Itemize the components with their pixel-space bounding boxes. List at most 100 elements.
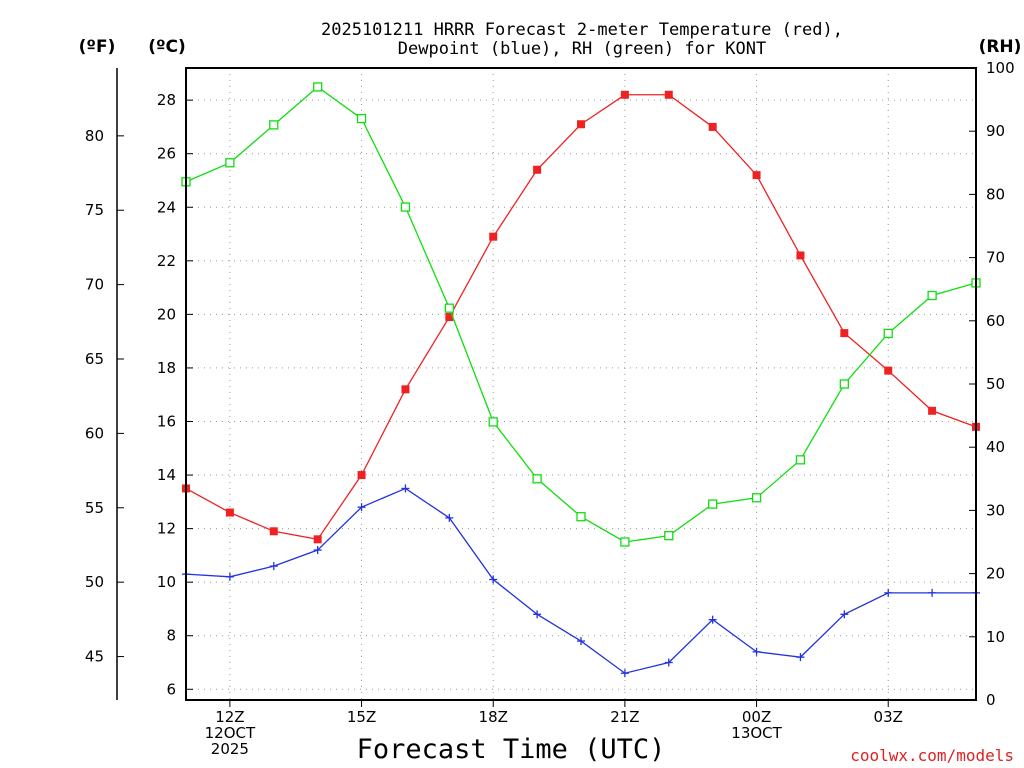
plot-frame — [185, 67, 977, 701]
credit-link[interactable]: coolwx.com/models — [850, 746, 1014, 765]
celsius-tick-label: 8 — [166, 627, 176, 645]
dewpoint-point — [620, 669, 629, 678]
dewpoint-point — [840, 610, 849, 619]
rh-tick-label: 30 — [986, 501, 1005, 519]
temperature-point — [884, 366, 893, 375]
rh-tick-label: 40 — [986, 438, 1005, 456]
temperature-point — [357, 471, 366, 480]
dewpoint-point — [708, 615, 717, 624]
temperature-point — [489, 232, 498, 241]
rh-tick-label: 80 — [986, 185, 1005, 203]
celsius-tick-label: 20 — [157, 305, 176, 323]
celsius-tick-label: 18 — [157, 359, 176, 377]
dewpoint-point — [752, 647, 761, 656]
rh-tick-label: 70 — [986, 249, 1005, 267]
temperature-point — [620, 90, 629, 99]
rh-tick-label: 100 — [986, 59, 1015, 77]
celsius-tick-label: 6 — [166, 680, 176, 698]
rh-point — [620, 537, 630, 547]
x-tick-label: 21Z — [610, 708, 639, 726]
celsius-tick-label: 16 — [157, 412, 176, 430]
x-tick-label: 12Z — [215, 708, 244, 726]
temperature-point — [445, 313, 454, 322]
x-tick-label: 00Z — [742, 708, 771, 726]
temperature-point — [401, 385, 410, 394]
fahrenheit-tick-label: 70 — [85, 276, 104, 294]
fahrenheit-tick-label: 75 — [85, 201, 104, 219]
temperature-point — [313, 535, 322, 544]
dewpoint-point — [884, 588, 893, 597]
dewpoint-point — [533, 610, 542, 619]
rh-point — [664, 531, 674, 541]
celsius-tick-label: 10 — [157, 573, 176, 591]
dewpoint-point — [225, 572, 234, 581]
x-tick-label: 18Z — [479, 708, 508, 726]
rh-tick-label: 20 — [986, 565, 1005, 583]
fahrenheit-tick-label: 80 — [85, 127, 104, 145]
temperature-point — [269, 527, 278, 536]
x-tick-label: 13OCT — [731, 724, 782, 742]
x-tick-label: 15Z — [347, 708, 376, 726]
rh-point — [795, 455, 806, 465]
rh-tick-label: 90 — [986, 122, 1005, 140]
dewpoint-point — [664, 658, 673, 667]
rh-point — [400, 202, 411, 212]
rh-point — [708, 499, 718, 509]
rh-point — [883, 328, 893, 339]
celsius-tick-label: 28 — [157, 91, 176, 109]
rh-unit-label: (RH) — [979, 37, 1022, 57]
temperature-point — [225, 508, 234, 517]
rh-point — [488, 417, 498, 427]
rh-point — [225, 158, 235, 168]
fahrenheit-tick-label: 50 — [85, 573, 104, 591]
temperature-point — [533, 165, 542, 174]
dewpoint-point — [445, 513, 454, 522]
celsius-tick-label: 12 — [157, 520, 176, 538]
rh-point — [927, 290, 937, 301]
gridlines — [186, 68, 976, 700]
temperature-point — [840, 329, 849, 338]
dewpoint-point — [577, 637, 585, 646]
temperature-line — [185, 94, 977, 541]
rh-point — [269, 120, 279, 130]
fahrenheit-unit-label: (ºF) — [79, 37, 116, 57]
rh-point — [839, 379, 849, 389]
temperature-point — [664, 90, 673, 99]
dewpoint-point — [401, 484, 410, 493]
fahrenheit-tick-label: 65 — [85, 350, 104, 368]
temperature-point — [752, 171, 761, 180]
rh-point — [444, 303, 454, 313]
dewpoint-point — [313, 546, 322, 555]
temperature-point — [928, 406, 937, 415]
x-tick-label: 12OCT — [205, 724, 256, 742]
celsius-tick-label: 22 — [157, 252, 176, 270]
rh-point — [356, 113, 367, 124]
x-axis-label: Forecast Time (UTC) — [357, 734, 666, 765]
rh-tick-label: 0 — [986, 691, 996, 709]
rh-line — [185, 86, 977, 543]
x-tick-label: 03Z — [874, 708, 903, 726]
dewpoint-point — [357, 503, 366, 512]
fahrenheit-tick-label: 55 — [85, 499, 104, 517]
rh-tick-label: 50 — [986, 375, 1005, 393]
rh-point — [751, 493, 762, 503]
dewpoint-point — [269, 562, 278, 571]
temperature-point — [708, 122, 717, 131]
temperature-point — [577, 120, 585, 129]
chart-title-line1: 2025101211 HRRR Forecast 2-meter Tempera… — [321, 20, 843, 40]
celsius-tick-label: 14 — [157, 466, 176, 484]
celsius-tick-label: 24 — [157, 198, 176, 216]
fahrenheit-tick-label: 45 — [85, 648, 104, 666]
celsius-tick-label: 26 — [157, 145, 176, 163]
celsius-unit-label: (ºC) — [148, 37, 186, 57]
rh-point — [576, 512, 586, 522]
fahrenheit-tick-label: 60 — [85, 424, 104, 442]
dewpoint-point — [928, 588, 937, 597]
rh-tick-label: 10 — [986, 628, 1005, 646]
dewpoint-point — [796, 653, 805, 662]
x-tick-label: 2025 — [211, 740, 249, 758]
rh-point — [532, 474, 542, 484]
temperature-point — [796, 251, 805, 260]
chart-title-line2: Dewpoint (blue), RH (green) for KONT — [398, 39, 766, 59]
